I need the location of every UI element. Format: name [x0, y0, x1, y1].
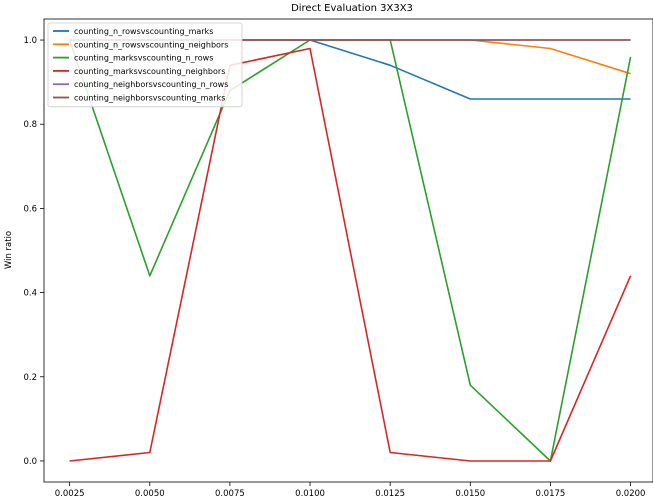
y-axis-title: Win ratio — [4, 231, 14, 269]
legend-box — [47, 22, 243, 108]
y-tick-label: 0.2 — [23, 373, 37, 383]
y-tick-label: 0.4 — [23, 289, 37, 299]
x-tick-label: 0.0050 — [135, 489, 165, 499]
x-tick-label: 0.0025 — [55, 489, 85, 499]
y-tick-label: 1.0 — [23, 36, 37, 46]
y-tick-label: 0.6 — [23, 204, 37, 214]
legend-label: counting_neighborsvscounting_marks — [74, 94, 225, 103]
plot-frame — [43, 18, 653, 483]
y-tick-label: 0.0 — [23, 457, 37, 467]
legend-label: counting_marksvscounting_n_rows — [74, 54, 213, 63]
series-line-3 — [69, 47, 632, 462]
x-tick-label: 0.0175 — [536, 489, 566, 499]
chart-title: Direct Evaluation 3X3X3 — [291, 3, 413, 14]
legend-label: counting_neighborsvscounting_n_rows — [74, 80, 228, 89]
x-tick-label: 0.0075 — [215, 489, 245, 499]
x-tick-label: 0.0100 — [295, 489, 325, 499]
x-tick-label: 0.0150 — [455, 489, 485, 499]
y-tick-label: 0.8 — [23, 120, 37, 130]
legend-label: counting_marksvscounting_neighbors — [74, 67, 225, 76]
legend-label: counting_n_rowsvscounting_marks — [74, 27, 213, 36]
x-tick-label: 0.0200 — [616, 489, 646, 499]
plot-area: 0.0025 0.0050 0.0075 0.0100 0.0125 0.0150 0.01… — [23, 18, 653, 499]
legend-label: counting_n_rowsvscounting_neighbors — [74, 40, 228, 49]
x-tick-label: 0.0125 — [375, 489, 405, 499]
